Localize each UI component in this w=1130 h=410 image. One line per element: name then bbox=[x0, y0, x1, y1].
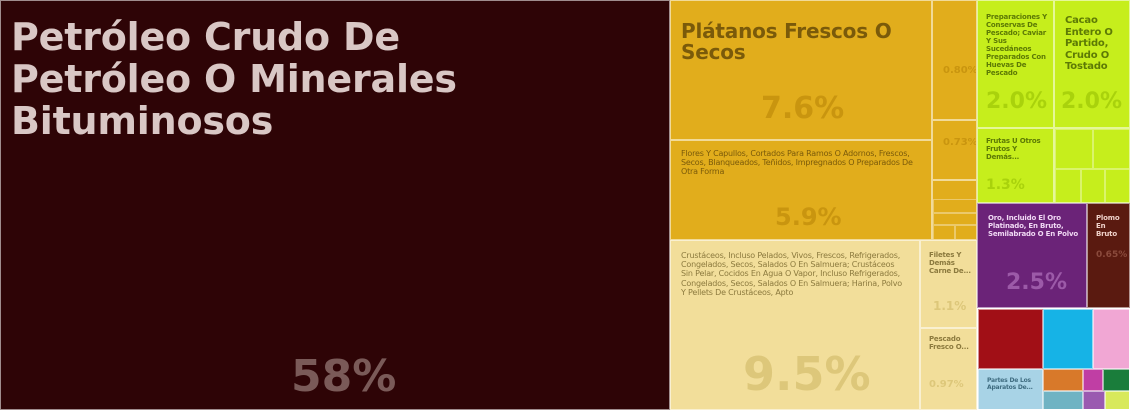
subcell bbox=[1055, 169, 1081, 202]
mosaic-magenta-tile bbox=[1083, 369, 1103, 391]
tile-percent: 7.6% bbox=[761, 91, 845, 126]
subcell bbox=[933, 225, 955, 239]
tile-label: Frutas U Otros Frutos Y Demás... bbox=[986, 137, 1041, 162]
tile-label: Pescado Fresco O... bbox=[929, 335, 969, 352]
tile-label: Partes De Los Aparatos De... bbox=[987, 377, 1033, 391]
tile-label: Petróleo Crudo De Petróleo O Minerales B… bbox=[11, 15, 457, 143]
tile-label: Flores Y Capullos, Cortados Para Ramos O… bbox=[681, 149, 913, 177]
mosaic-teal-tile bbox=[1043, 391, 1083, 409]
tile-flores-subgrid bbox=[932, 180, 977, 240]
tile-percent: 2.0% bbox=[986, 89, 1048, 114]
tile-percent: 1.3% bbox=[986, 177, 1025, 193]
mosaic-purple-tile bbox=[1083, 391, 1105, 409]
mosaic-red-tile bbox=[978, 309, 1043, 369]
tile-percent: 0.80% bbox=[943, 65, 977, 76]
tile-preparaciones[interactable]: Preparaciones Y Conservas De Pescado; Ca… bbox=[977, 0, 1054, 128]
tile-cacao[interactable]: Cacao Entero O Partido, Crudo O Tostado … bbox=[1054, 0, 1130, 128]
tile-percent: 0.65% bbox=[1096, 250, 1128, 260]
mosaic-green-tile bbox=[1103, 369, 1129, 391]
tile-platanos[interactable]: Plátanos Frescos O Secos 7.6% bbox=[670, 0, 932, 140]
subcell bbox=[1055, 129, 1093, 169]
tile-label: Plátanos Frescos O Secos bbox=[681, 19, 892, 64]
mosaic-cyan-tile bbox=[1043, 309, 1093, 369]
tile-percent: 58% bbox=[291, 351, 397, 402]
subcell bbox=[955, 225, 976, 239]
tile-label: Oro, Incluido El Oro Platinado, En Bruto… bbox=[988, 214, 1078, 239]
tile-oro[interactable]: Oro, Incluido El Oro Platinado, En Bruto… bbox=[977, 203, 1087, 308]
tile-label: Crustáceos, Incluso Pelados, Vivos, Fres… bbox=[681, 251, 902, 297]
mosaic-lime-tile bbox=[1105, 391, 1129, 409]
tile-filetes[interactable]: Filetes Y Demás Carne De... 1.1% bbox=[920, 240, 977, 328]
tile-percent: 9.5% bbox=[743, 347, 871, 401]
tile-percent: 0.73% bbox=[943, 137, 977, 148]
tile-bottomright-mosaic: Partes De Los Aparatos De... bbox=[977, 308, 1130, 410]
tile-partes[interactable]: Partes De Los Aparatos De... bbox=[978, 369, 1043, 409]
tile-flores[interactable]: Flores Y Capullos, Cortados Para Ramos O… bbox=[670, 140, 932, 240]
tile-label: Cacao Entero O Partido, Crudo O Tostado bbox=[1065, 15, 1113, 72]
tile-small-080[interactable]: 0.80% bbox=[932, 0, 977, 120]
mosaic-orange-tile bbox=[1043, 369, 1083, 391]
tile-label: Plomo En Bruto bbox=[1096, 214, 1120, 239]
subcell bbox=[1105, 169, 1129, 202]
subcell bbox=[1081, 169, 1105, 202]
subcell bbox=[933, 213, 976, 225]
tile-green-subgrid bbox=[1054, 128, 1130, 203]
subcell bbox=[933, 199, 976, 213]
tile-percent: 0.97% bbox=[929, 379, 964, 390]
tile-crustaceos[interactable]: Crustáceos, Incluso Pelados, Vivos, Fres… bbox=[670, 240, 920, 410]
tile-frutas[interactable]: Frutas U Otros Frutos Y Demás... 1.3% bbox=[977, 128, 1054, 203]
tile-pescado[interactable]: Pescado Fresco O... 0.97% bbox=[920, 328, 977, 410]
subcell bbox=[1093, 129, 1129, 169]
tile-percent: 2.0% bbox=[1061, 89, 1123, 114]
tile-plomo[interactable]: Plomo En Bruto 0.65% bbox=[1087, 203, 1130, 308]
tile-percent: 2.5% bbox=[1006, 270, 1068, 295]
tile-label: Preparaciones Y Conservas De Pescado; Ca… bbox=[986, 13, 1048, 78]
tile-petroleo[interactable]: Petróleo Crudo De Petróleo O Minerales B… bbox=[0, 0, 670, 410]
tile-small-073[interactable]: 0.73% bbox=[932, 120, 977, 180]
tile-percent: 5.9% bbox=[775, 203, 842, 231]
tile-label: Filetes Y Demás Carne De... bbox=[929, 251, 971, 276]
tile-percent: 1.1% bbox=[933, 299, 967, 313]
mosaic-pink-tile bbox=[1093, 309, 1129, 369]
